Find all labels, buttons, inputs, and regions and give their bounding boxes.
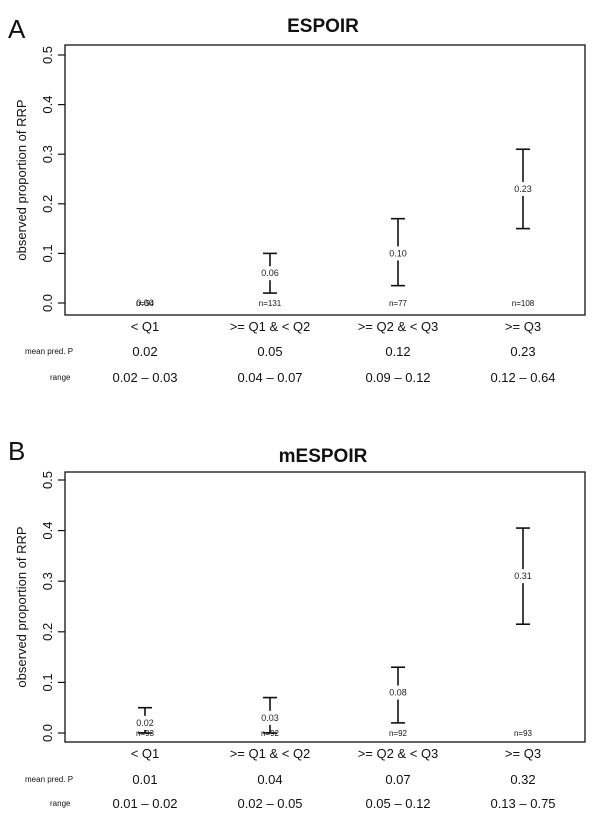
panel-b-point-value-label: 0.08 xyxy=(389,688,407,698)
panel-b-range-value: 0.01 – 0.02 xyxy=(112,796,177,811)
panel-b-y-tick-label: 0.5 xyxy=(40,471,55,489)
panel-b-range-row-label: range xyxy=(50,799,71,808)
panel-a-range-row-label: range xyxy=(50,373,71,382)
panel-a-y-tick-label: 0.4 xyxy=(40,96,55,114)
panel-a-range-value: 0.02 – 0.03 xyxy=(112,370,177,385)
panel-b-category-label: >= Q1 & < Q2 xyxy=(230,746,311,761)
panel-b-point-value-label: 0.03 xyxy=(261,713,279,723)
panel-b-n-label: n=93 xyxy=(136,729,155,738)
panel-a-mean-pred-value: 0.23 xyxy=(510,344,535,359)
panel-a-y-tick-label: 0.1 xyxy=(40,244,55,262)
panel-a-y-tick-label: 0.5 xyxy=(40,46,55,64)
panel-a-n-label: n=131 xyxy=(259,299,282,308)
panel-a-category-label: >= Q3 xyxy=(505,319,541,334)
panel-a-mean-pred-value: 0.02 xyxy=(132,344,157,359)
panel-b-y-tick-label: 0.3 xyxy=(40,572,55,590)
panel-a-point-value-label: 0.00 xyxy=(136,298,154,308)
panel-a-category-label: >= Q1 & < Q2 xyxy=(230,319,311,334)
panel-b-y-tick-label: 0.0 xyxy=(40,724,55,742)
panel-a-y-tick-label: 0.2 xyxy=(40,195,55,213)
panel-a-title: ESPOIR xyxy=(287,16,359,37)
panel-b-range-value: 0.02 – 0.05 xyxy=(237,796,302,811)
panel-b-point-value-label: 0.31 xyxy=(514,571,532,581)
panel-a-point-value-label: 0.06 xyxy=(261,268,279,278)
panel-a-y-tick-label: 0.0 xyxy=(40,294,55,312)
panel-a-range-value: 0.04 – 0.07 xyxy=(237,370,302,385)
panel-a-category-label: >= Q2 & < Q3 xyxy=(358,319,439,334)
panel-b-category-label: >= Q2 & < Q3 xyxy=(358,746,439,761)
panel-b-n-label: n=92 xyxy=(389,729,408,738)
panel-a-plot-frame xyxy=(64,44,586,316)
panel-b-range-value: 0.05 – 0.12 xyxy=(365,796,430,811)
panel-a-mean-pred-value: 0.12 xyxy=(385,344,410,359)
panel-b-mean-pred-value: 0.07 xyxy=(385,772,410,787)
panel-b-point-value-label: 0.02 xyxy=(136,718,154,728)
panel-a-y-tick-label: 0.3 xyxy=(40,145,55,163)
panel-a-point-value-label: 0.10 xyxy=(389,248,407,258)
panel-b-y-tick-label: 0.2 xyxy=(40,623,55,641)
panel-a-letter: A xyxy=(8,14,26,44)
panel-b-plot-frame xyxy=(64,471,586,743)
panel-b-mean-pred-row-label: mean pred. P xyxy=(25,775,73,784)
panel-a-mean-pred-value: 0.05 xyxy=(257,344,282,359)
panel-b-letter: B xyxy=(8,436,25,466)
panel-b-range-value: 0.13 – 0.75 xyxy=(490,796,555,811)
panel-b-y-tick-label: 0.1 xyxy=(40,673,55,691)
panel-a-range-value: 0.12 – 0.64 xyxy=(490,370,555,385)
panel-a-point-value-label: 0.23 xyxy=(514,184,532,194)
panel-b-n-label: n=93 xyxy=(514,729,533,738)
panel-b-mean-pred-value: 0.32 xyxy=(510,772,535,787)
panel-b-y-tick-label: 0.4 xyxy=(40,522,55,540)
panel-b-category-label: < Q1 xyxy=(131,746,160,761)
panel-a-category-label: < Q1 xyxy=(131,319,160,334)
panel-b-category-label: >= Q3 xyxy=(505,746,541,761)
panel-a-mean-pred-row-label: mean pred. P xyxy=(25,347,73,356)
panel-b-n-label: n=92 xyxy=(261,729,280,738)
panel-b-mean-pred-value: 0.04 xyxy=(257,772,282,787)
panel-b-y-axis-label: observed proportion of RRP xyxy=(14,526,29,687)
panel-b-title: mESPOIR xyxy=(279,446,368,467)
panel-a-n-label: n=77 xyxy=(389,299,408,308)
panel-b-mean-pred-value: 0.01 xyxy=(132,772,157,787)
panel-a-y-axis-label: observed proportion of RRP xyxy=(14,99,29,260)
panel-a-range-value: 0.09 – 0.12 xyxy=(365,370,430,385)
panel-a-n-label: n=54 xyxy=(136,299,155,308)
panel-a-n-label: n=108 xyxy=(512,299,535,308)
